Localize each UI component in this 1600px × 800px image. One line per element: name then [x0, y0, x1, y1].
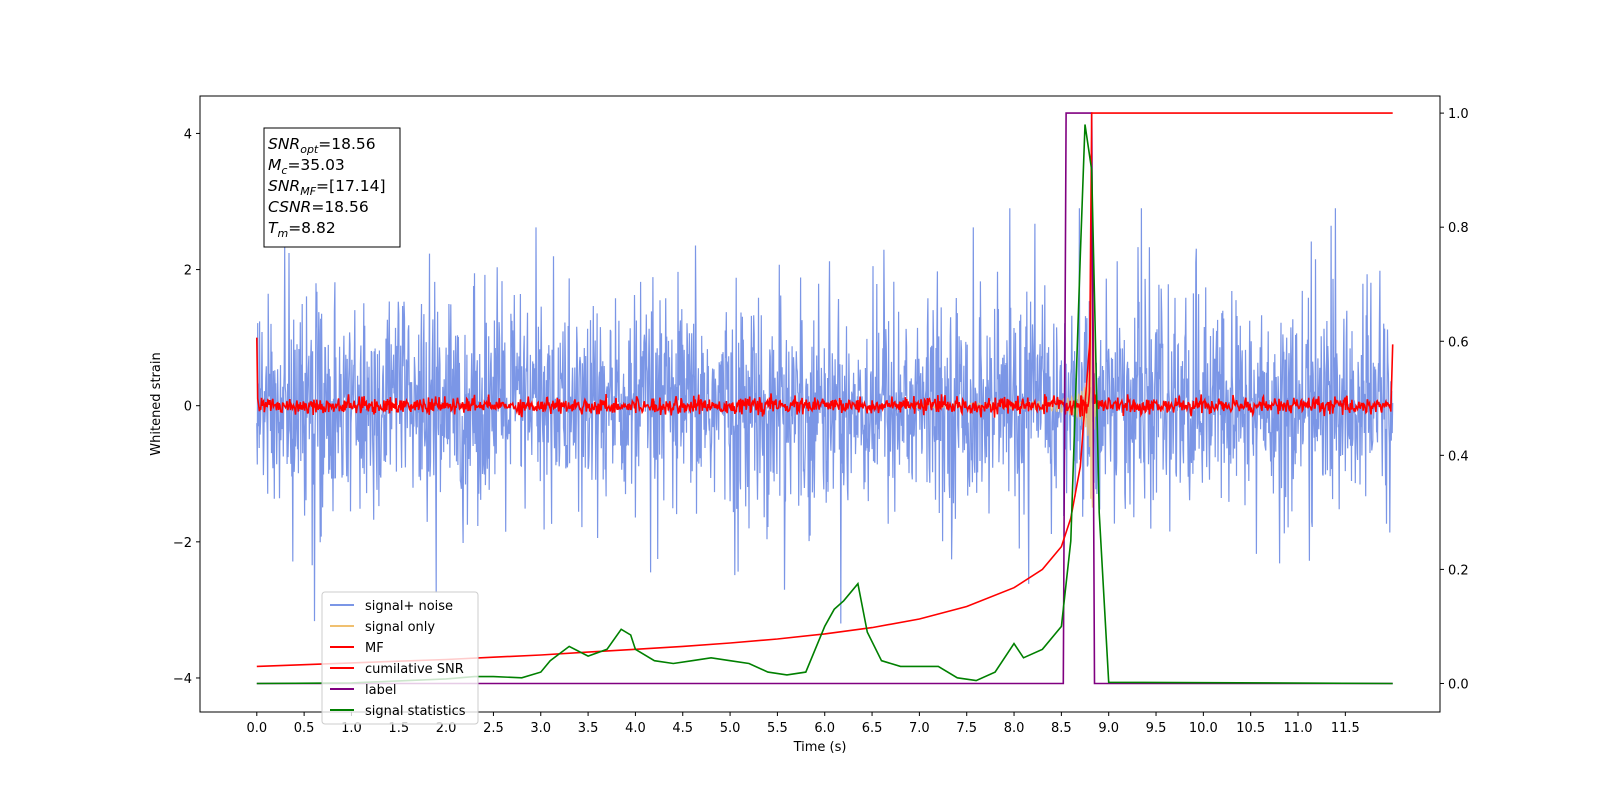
- legend-frame: [321, 591, 479, 725]
- y-right-tick-label: 0.2: [1448, 563, 1469, 578]
- y-left-tick-label: 0: [184, 400, 192, 415]
- x-tick-label: 4.0: [625, 721, 646, 736]
- x-tick-label: 3.5: [578, 721, 599, 736]
- x-axis-label: Time (s): [793, 740, 847, 755]
- legend-entry: cumilative SNR: [365, 662, 464, 677]
- x-tick-label: 4.5: [672, 721, 693, 736]
- ticks: 0.0 0.5 1.0 1.5 2.0 2.5 3.0 3.5 4.0 4.5 5.0 5.5 6.0 6…: [173, 107, 1469, 736]
- annotation-line: SNRopt=18.56: [268, 135, 376, 156]
- x-tick-label: 1.5: [388, 721, 409, 736]
- y-right-tick-label: 0.0: [1448, 677, 1469, 692]
- legend-entry: signal only: [365, 620, 435, 635]
- annotation-line: Mc=35.03: [268, 156, 345, 177]
- x-tick-label: 11.5: [1331, 721, 1360, 736]
- x-tick-label: 10.5: [1236, 721, 1265, 736]
- x-tick-label: 8.0: [1004, 721, 1025, 736]
- y-left-tick-label: −2: [173, 536, 192, 551]
- annotation-line: CSNR=18.56: [268, 198, 369, 216]
- x-tick-label: 9.5: [1146, 721, 1167, 736]
- x-tick-label: 0.0: [246, 721, 267, 736]
- x-tick-label: 6.0: [814, 721, 835, 736]
- x-tick-label: 8.5: [1051, 721, 1072, 736]
- series-label: [256, 112, 1393, 685]
- annotation-frame: [263, 127, 401, 248]
- legend-entry: label: [365, 683, 396, 698]
- annotation-line: Tm=8.82: [268, 219, 336, 240]
- x-tick-label: 2.0: [436, 721, 457, 736]
- y-left-tick-label: 4: [184, 127, 192, 142]
- y-right-tick-label: 0.8: [1448, 221, 1469, 236]
- x-tick-label: 7.5: [956, 721, 977, 736]
- x-tick-label: 7.0: [909, 721, 930, 736]
- annotation-box: SNRopt=18.56Mc=35.03SNRMF=[17.14]CSNR=18…: [263, 127, 401, 248]
- x-tick-label: 5.5: [767, 721, 788, 736]
- legend-entry: signal+ noise: [365, 599, 453, 614]
- y-left-tick-label: 2: [184, 264, 192, 279]
- y-right-tick-label: 1.0: [1448, 107, 1469, 122]
- annotation-line: SNRMF=[17.14]: [268, 177, 386, 198]
- axes-frame: [199, 95, 1441, 713]
- x-tick-label: 2.5: [483, 721, 504, 736]
- series-signal-noise: [256, 208, 1394, 624]
- x-tick-label: 3.0: [530, 721, 551, 736]
- y-left-tick-label: −4: [173, 672, 192, 687]
- x-tick-label: 5.0: [720, 721, 741, 736]
- legend: signal+ noise signal only MF cumilative SNR…: [321, 591, 479, 725]
- series-mf: [256, 184, 1394, 418]
- legend-entry: signal statistics: [365, 704, 466, 719]
- y-right-tick-label: 0.4: [1448, 449, 1469, 464]
- x-tick-label: 9.0: [1098, 721, 1119, 736]
- x-tick-label: 10.0: [1189, 721, 1218, 736]
- x-tick-label: 11.0: [1284, 721, 1313, 736]
- x-tick-label: 1.0: [341, 721, 362, 736]
- legend-entry: MF: [365, 641, 384, 656]
- x-tick-label: 6.5: [862, 721, 883, 736]
- x-tick-label: 0.5: [294, 721, 315, 736]
- y-axis-label: Whitened strain: [149, 352, 164, 455]
- series-signal-statistics: [256, 124, 1393, 685]
- y-right-tick-label: 0.6: [1448, 335, 1469, 350]
